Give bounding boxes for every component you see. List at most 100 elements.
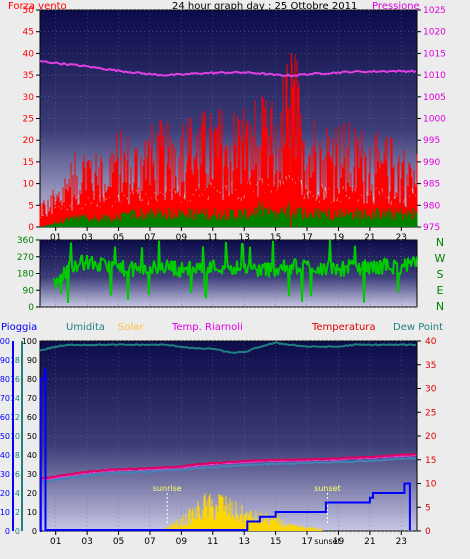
direction-mark bbox=[371, 262, 372, 265]
humidity-tick-label: 10 bbox=[27, 508, 37, 517]
direction-mark bbox=[334, 266, 335, 267]
direction-mark bbox=[226, 242, 227, 259]
direction-mark bbox=[383, 259, 384, 266]
rain-scale-label: 80 bbox=[0, 375, 10, 384]
sun-event-label: sunset bbox=[314, 484, 341, 493]
direction-mark bbox=[72, 267, 73, 272]
direction-mark bbox=[326, 269, 327, 275]
direction-mark bbox=[330, 240, 331, 264]
direction-mark bbox=[394, 260, 395, 261]
direction-mark bbox=[402, 264, 403, 265]
rain-tick-label: 6 bbox=[15, 470, 20, 479]
pressure-tick-label: 1025 bbox=[423, 6, 446, 16]
direction-mark bbox=[149, 266, 150, 295]
direction-mark bbox=[319, 272, 320, 274]
direction-mark bbox=[344, 266, 345, 277]
p3-x-tick-label: 07 bbox=[144, 537, 155, 547]
humidity-tick-label: 40 bbox=[27, 451, 37, 460]
p3-x-tick-label: 05 bbox=[113, 537, 124, 547]
solar-label: Solar bbox=[118, 322, 144, 333]
pressure-tick-label: 990 bbox=[423, 158, 440, 168]
direction-mark bbox=[308, 261, 309, 266]
direction-tick-label: 360 bbox=[17, 236, 34, 246]
direction-mark bbox=[245, 263, 246, 273]
direction-mark bbox=[155, 265, 156, 269]
direction-mark bbox=[312, 268, 313, 270]
direction-mark bbox=[111, 261, 112, 295]
sunset-tick-label: sunset bbox=[314, 537, 341, 546]
rain-tick-label: 18 bbox=[10, 356, 20, 365]
direction-mark bbox=[133, 268, 134, 277]
temperature-label: Temperatura bbox=[311, 322, 376, 333]
rain-scale-label: 60 bbox=[0, 413, 10, 422]
direction-mark bbox=[327, 262, 328, 269]
direction-mark bbox=[374, 261, 375, 266]
direction-mark bbox=[242, 243, 243, 245]
compass-label: N bbox=[436, 236, 444, 249]
direction-mark bbox=[295, 259, 296, 261]
direction-mark bbox=[213, 260, 214, 262]
direction-mark bbox=[234, 267, 235, 273]
p3-x-tick-label: 09 bbox=[176, 537, 188, 547]
p3-x-tick-label: 17 bbox=[301, 537, 312, 547]
direction-mark bbox=[353, 264, 354, 265]
wind-tick-label: 25 bbox=[23, 115, 34, 125]
direction-mark bbox=[140, 263, 141, 273]
wind-tick-label: 45 bbox=[23, 28, 34, 38]
direction-mark bbox=[129, 266, 130, 271]
temp-tick-label: 0 bbox=[425, 527, 431, 537]
rain-tick-label: 16 bbox=[10, 375, 20, 384]
direction-mark bbox=[391, 269, 392, 270]
temp-tick-label: 10 bbox=[425, 480, 437, 490]
direction-mark bbox=[109, 261, 110, 276]
rain-tick-label: 8 bbox=[15, 451, 20, 460]
direction-mark bbox=[93, 267, 94, 269]
compass-label: S bbox=[437, 268, 444, 281]
direction-mark bbox=[154, 261, 155, 266]
direction-mark bbox=[106, 265, 107, 268]
rain-scale-label: 90 bbox=[0, 356, 10, 365]
direction-mark bbox=[328, 261, 329, 263]
direction-mark bbox=[150, 266, 151, 270]
direction-mark bbox=[103, 259, 104, 260]
humidity-label: Umidita bbox=[66, 322, 105, 333]
direction-mark bbox=[248, 264, 249, 267]
direction-mark bbox=[175, 261, 176, 275]
humidity-tick-label: 90 bbox=[27, 356, 37, 365]
direction-mark bbox=[241, 243, 242, 267]
direction-mark bbox=[152, 267, 153, 274]
p3-x-tick-label: 01 bbox=[50, 537, 61, 547]
direction-mark bbox=[281, 264, 282, 269]
direction-mark bbox=[341, 267, 342, 277]
direction-mark bbox=[200, 263, 201, 268]
p3-x-tick-label: 23 bbox=[396, 537, 407, 547]
wind-tick-label: 20 bbox=[23, 136, 35, 146]
direction-mark bbox=[414, 257, 415, 264]
direction-mark bbox=[68, 262, 69, 303]
direction-mark bbox=[416, 257, 417, 267]
wind-axis-title: Forza vento bbox=[8, 1, 67, 12]
direction-mark bbox=[377, 262, 378, 274]
direction-mark bbox=[135, 263, 136, 266]
direction-mark bbox=[266, 263, 267, 276]
direction-mark bbox=[247, 267, 248, 273]
p3-x-tick-label: 13 bbox=[238, 537, 249, 547]
rain-scale-label: 30 bbox=[0, 470, 10, 479]
direction-mark bbox=[316, 271, 317, 273]
direction-mark bbox=[105, 261, 106, 265]
dew-point-label: Dew Point bbox=[393, 322, 443, 333]
direction-mark bbox=[159, 241, 160, 271]
direction-mark bbox=[382, 266, 383, 275]
temp-tick-label: 15 bbox=[425, 456, 436, 466]
temp-tick-label: 30 bbox=[425, 385, 437, 395]
direction-mark bbox=[405, 259, 406, 264]
rain-scale-label: 50 bbox=[0, 432, 10, 441]
direction-mark bbox=[365, 260, 366, 267]
direction-mark bbox=[82, 255, 83, 266]
direction-mark bbox=[130, 265, 131, 266]
direction-mark bbox=[54, 278, 55, 283]
direction-mark bbox=[254, 264, 255, 267]
direction-mark bbox=[194, 269, 195, 272]
direction-mark bbox=[250, 247, 251, 268]
